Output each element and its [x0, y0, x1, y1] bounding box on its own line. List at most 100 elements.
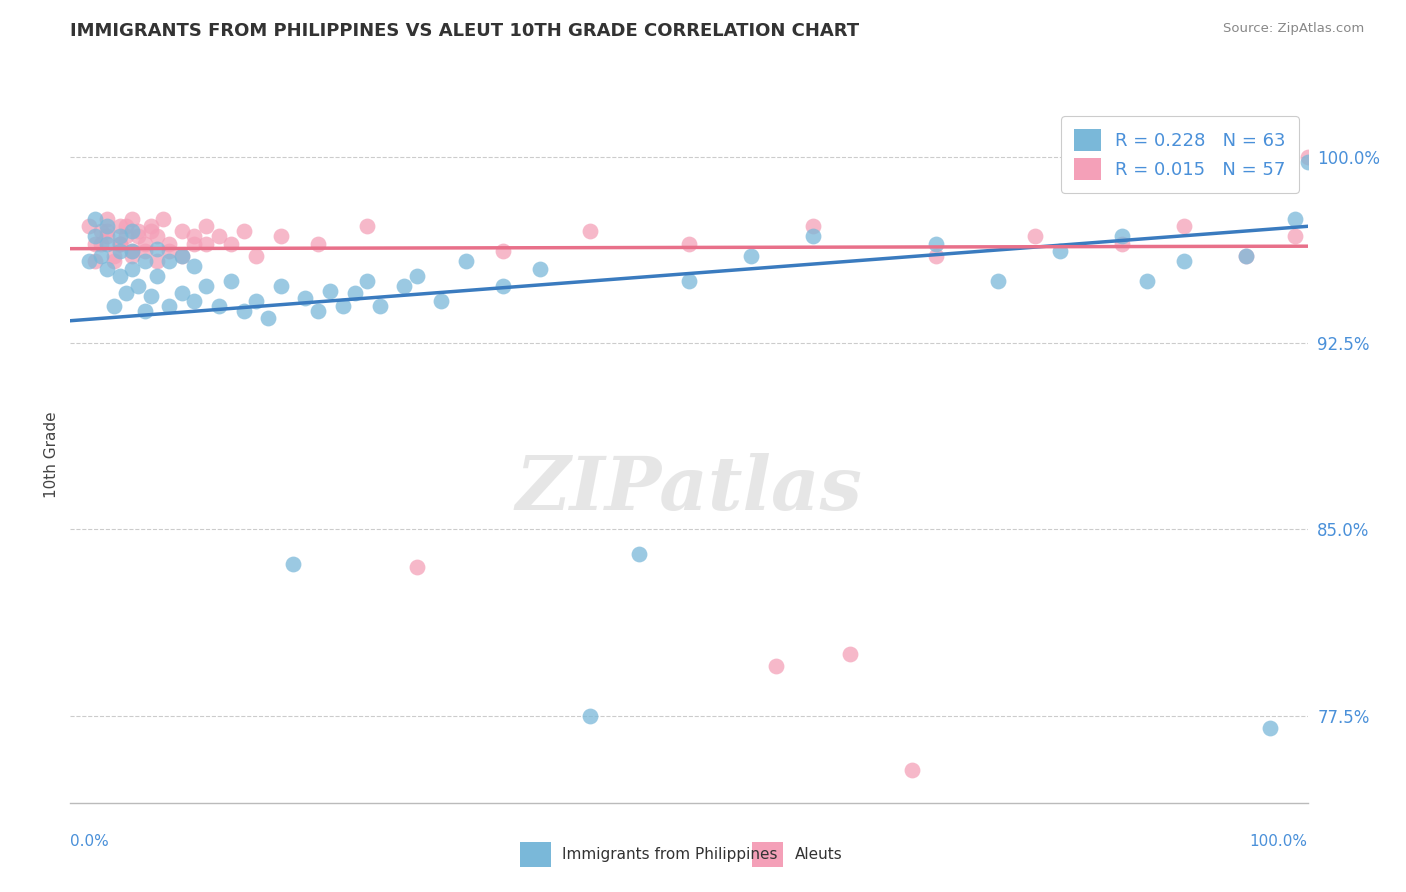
- Point: [96, 229, 118, 244]
- Y-axis label: 10th Grade: 10th Grade: [44, 411, 59, 499]
- Point: [115, 219, 138, 234]
- Point: [294, 292, 316, 306]
- Point: [146, 268, 169, 283]
- Point: [801, 219, 824, 234]
- Point: [1173, 219, 1195, 234]
- Point: [492, 279, 515, 293]
- Point: [84, 211, 107, 226]
- Point: [183, 229, 205, 244]
- Legend: R = 0.228   N = 63, R = 0.015   N = 57: R = 0.228 N = 63, R = 0.015 N = 57: [1062, 116, 1299, 193]
- Point: [1049, 244, 1071, 259]
- Point: [121, 249, 143, 263]
- Point: [170, 224, 193, 238]
- Point: [430, 293, 453, 308]
- Point: [170, 286, 193, 301]
- Point: [108, 219, 131, 234]
- Point: [394, 279, 416, 293]
- Point: [108, 268, 131, 283]
- Point: [183, 259, 205, 273]
- Point: [108, 229, 131, 244]
- Point: [405, 559, 427, 574]
- Point: [1296, 154, 1319, 169]
- Point: [492, 244, 515, 259]
- Point: [103, 254, 125, 268]
- Point: [84, 236, 107, 251]
- Point: [208, 299, 231, 313]
- Point: [208, 229, 231, 244]
- Point: [121, 244, 143, 259]
- Point: [90, 236, 112, 251]
- Point: [103, 299, 125, 313]
- Point: [134, 254, 156, 268]
- Point: [925, 236, 948, 251]
- Point: [157, 244, 180, 259]
- Point: [121, 224, 143, 238]
- Point: [108, 236, 131, 251]
- Point: [307, 236, 329, 251]
- Point: [925, 249, 948, 263]
- Point: [232, 224, 254, 238]
- Point: [356, 219, 378, 234]
- Point: [96, 224, 118, 238]
- Point: [146, 229, 169, 244]
- Text: Aleuts: Aleuts: [794, 847, 842, 862]
- Point: [183, 236, 205, 251]
- Point: [139, 224, 162, 238]
- Point: [195, 236, 218, 251]
- Point: [115, 286, 138, 301]
- Point: [987, 274, 1010, 288]
- Point: [1111, 229, 1133, 244]
- Point: [90, 249, 112, 263]
- Point: [121, 211, 143, 226]
- Point: [108, 244, 131, 259]
- Point: [121, 261, 143, 276]
- Point: [96, 261, 118, 276]
- Point: [134, 303, 156, 318]
- Point: [579, 224, 602, 238]
- Text: Source: ZipAtlas.com: Source: ZipAtlas.com: [1223, 22, 1364, 36]
- Point: [270, 229, 292, 244]
- Point: [139, 219, 162, 234]
- Point: [84, 254, 107, 268]
- Point: [77, 219, 100, 234]
- Point: [319, 284, 342, 298]
- Point: [146, 254, 169, 268]
- Point: [900, 764, 922, 778]
- Point: [90, 224, 112, 238]
- Point: [232, 303, 254, 318]
- Point: [157, 299, 180, 313]
- Point: [108, 236, 131, 251]
- Point: [146, 242, 169, 256]
- Point: [740, 249, 762, 263]
- Point: [219, 274, 242, 288]
- Text: Immigrants from Philippines: Immigrants from Philippines: [562, 847, 778, 862]
- Point: [1284, 229, 1306, 244]
- Point: [281, 558, 304, 572]
- Point: [134, 236, 156, 251]
- Point: [456, 254, 478, 268]
- Point: [628, 547, 651, 561]
- Point: [96, 219, 118, 234]
- Text: IMMIGRANTS FROM PHILIPPINES VS ALEUT 10TH GRADE CORRELATION CHART: IMMIGRANTS FROM PHILIPPINES VS ALEUT 10T…: [70, 22, 859, 40]
- Point: [157, 236, 180, 251]
- Point: [134, 244, 156, 259]
- Point: [127, 229, 149, 244]
- Point: [1173, 254, 1195, 268]
- Point: [332, 299, 354, 313]
- Point: [678, 274, 700, 288]
- Point: [121, 244, 143, 259]
- Point: [1296, 150, 1319, 164]
- Point: [195, 279, 218, 293]
- Point: [1111, 236, 1133, 251]
- Point: [1234, 249, 1257, 263]
- Point: [1284, 211, 1306, 226]
- Point: [170, 249, 193, 263]
- Point: [270, 279, 292, 293]
- Point: [1234, 249, 1257, 263]
- Point: [195, 219, 218, 234]
- Point: [127, 224, 149, 238]
- Point: [115, 229, 138, 244]
- Point: [257, 311, 280, 326]
- Point: [127, 279, 149, 293]
- Text: 100.0%: 100.0%: [1250, 834, 1308, 849]
